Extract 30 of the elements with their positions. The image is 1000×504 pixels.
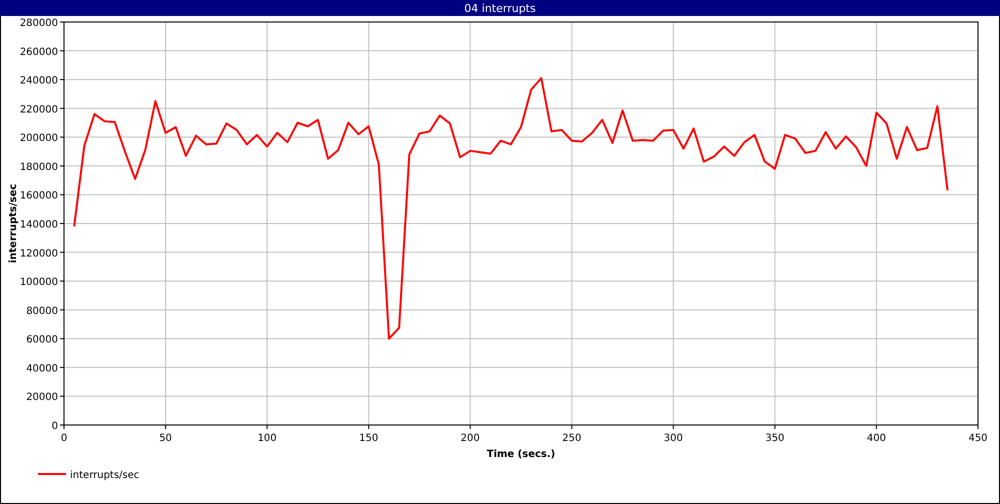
y-tick-label: 100000 bbox=[20, 277, 58, 288]
x-axis-title: Time (secs.) bbox=[486, 449, 556, 460]
y-tick-label: 80000 bbox=[26, 306, 58, 317]
y-tick-label: 160000 bbox=[20, 190, 58, 202]
x-tick-label: 50 bbox=[159, 433, 172, 444]
y-tick-label: 0 bbox=[52, 421, 58, 432]
x-tick-label: 450 bbox=[968, 433, 988, 444]
y-tick-label: 40000 bbox=[26, 363, 58, 374]
x-tick-label: 200 bbox=[460, 433, 480, 444]
y-tick-label: 60000 bbox=[26, 334, 58, 346]
y-tick-label: 180000 bbox=[20, 162, 58, 173]
x-tick-label: 250 bbox=[562, 433, 582, 444]
chart-title: 04 interrupts bbox=[464, 2, 536, 15]
legend-label: interrupts/sec bbox=[70, 470, 140, 481]
x-tick-label: 0 bbox=[60, 433, 68, 444]
y-tick-label: 280000 bbox=[20, 18, 58, 29]
y-tick-label: 220000 bbox=[20, 104, 58, 116]
y-axis-title: interrupts/sec bbox=[8, 184, 19, 264]
y-tick-label: 240000 bbox=[20, 76, 58, 87]
x-tick-label: 400 bbox=[866, 433, 886, 444]
y-tick-label: 260000 bbox=[20, 46, 58, 58]
x-tick-label: 350 bbox=[765, 433, 784, 444]
x-tick-label: 300 bbox=[664, 433, 683, 444]
y-tick-label: 120000 bbox=[20, 248, 58, 260]
y-tick-label: 20000 bbox=[26, 392, 58, 404]
line-series bbox=[73, 77, 949, 340]
x-tick-label: 150 bbox=[359, 433, 378, 444]
x-tick-label: 100 bbox=[258, 433, 277, 444]
y-tick-label: 140000 bbox=[20, 220, 58, 230]
y-tick-label: 200000 bbox=[20, 133, 58, 144]
